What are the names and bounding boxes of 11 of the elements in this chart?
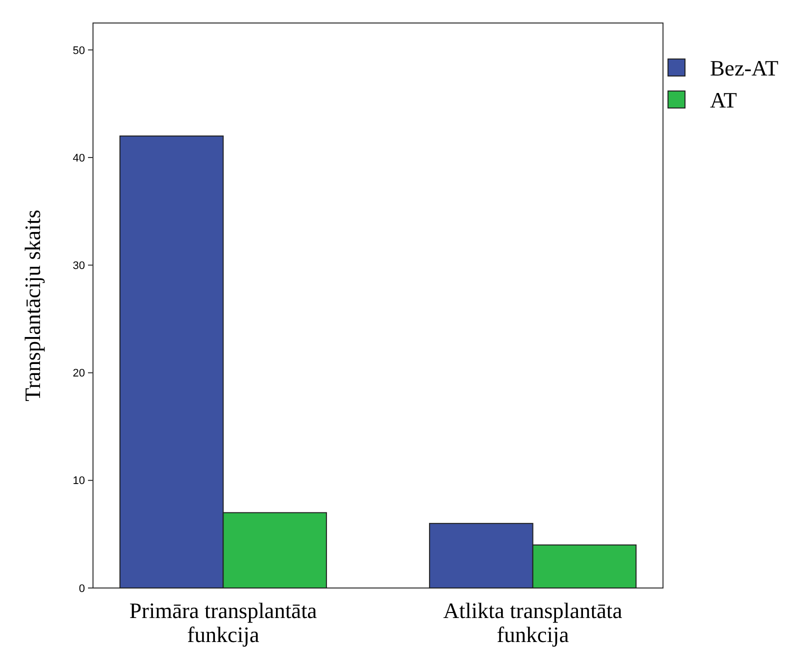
legend-label: AT [710,88,738,113]
y-axis-title: Transplantāciju skaits [20,210,45,402]
x-tick-label: Primāra transplantāta funkcija [129,598,318,647]
x-tick-label: Atlikta transplantāta funkcija [443,598,623,647]
y-tick-label: 10 [72,475,85,488]
legend-label: Bez-AT [710,56,779,81]
y-tick-label: 20 [72,368,85,380]
y-tick-label: 30 [72,260,85,272]
y-tick-label: 40 [72,152,85,164]
y-tick-label: 50 [72,44,85,57]
y-tick-label: 0 [78,582,85,595]
